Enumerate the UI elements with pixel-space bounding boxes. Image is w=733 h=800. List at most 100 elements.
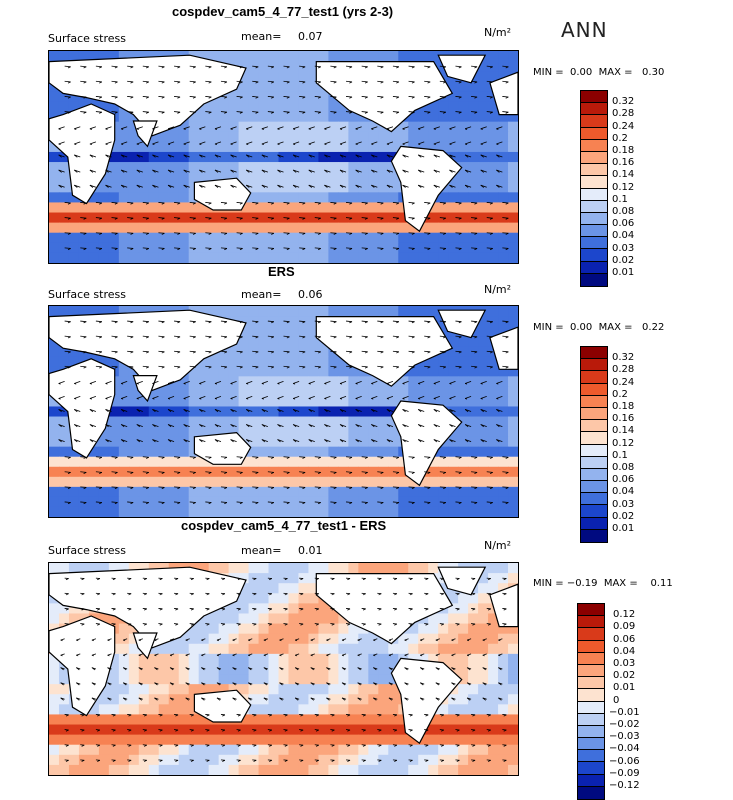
panel-1-mean-value: 0.07 (298, 30, 323, 43)
field-cell (508, 654, 518, 665)
field-cell (358, 477, 369, 488)
field-cell (448, 447, 459, 458)
field-cell (279, 172, 290, 183)
field-cell (508, 664, 518, 675)
field-cell (129, 654, 140, 665)
field-cell (498, 563, 509, 574)
field-cell (189, 406, 200, 417)
field-cell (129, 192, 140, 203)
field-cell (229, 477, 240, 488)
field-cell (259, 497, 270, 508)
field-cell (448, 233, 459, 244)
field-cell (298, 71, 309, 82)
field-cell (49, 437, 60, 448)
field-cell (378, 253, 389, 263)
field-cell (149, 192, 160, 203)
field-cell (149, 467, 160, 478)
field-cell (498, 634, 509, 645)
field-cell (328, 765, 339, 775)
field-cell (398, 755, 409, 766)
field-cell (318, 386, 329, 397)
field-cell (358, 704, 369, 715)
field-cell (279, 376, 290, 387)
field-cell (159, 704, 170, 715)
field-cell (488, 152, 499, 163)
field-cell (109, 704, 120, 715)
field-cell (229, 376, 240, 387)
field-cell (269, 142, 280, 153)
field-cell (418, 112, 429, 123)
field-cell (229, 563, 240, 574)
field-cell (498, 507, 509, 517)
field-cell (149, 243, 160, 254)
field-cell (298, 396, 309, 407)
field-cell (269, 613, 280, 624)
field-cell (209, 745, 220, 756)
field-cell (508, 714, 518, 725)
field-cell (438, 356, 449, 367)
field-cell (99, 755, 110, 766)
field-cell (338, 386, 349, 397)
field-cell (478, 81, 489, 92)
field-cell (79, 714, 90, 725)
field-cell (99, 765, 110, 775)
field-cell (239, 674, 250, 685)
field-cell (159, 396, 170, 407)
field-cell (288, 704, 299, 715)
field-cell (378, 694, 389, 705)
field-cell (368, 132, 379, 143)
field-cell (348, 654, 359, 665)
field-cell (219, 366, 230, 377)
field-cell (169, 447, 180, 458)
field-cell (338, 306, 349, 317)
field-cell (348, 507, 359, 517)
field-cell (408, 634, 419, 645)
field-cell (229, 765, 240, 775)
field-cell (109, 223, 120, 234)
field-cell (119, 142, 130, 153)
field-cell (318, 51, 329, 62)
field-cell (358, 765, 369, 775)
field-cell (288, 437, 299, 448)
field-cell (298, 162, 309, 173)
field-cell (468, 684, 479, 695)
field-cell (269, 417, 280, 428)
field-cell (378, 714, 389, 725)
field-cell (508, 694, 518, 705)
field-cell (408, 386, 419, 397)
field-cell (59, 356, 70, 367)
panel-2-mean-label: mean= (241, 288, 281, 301)
field-cell (239, 122, 250, 133)
field-cell (169, 704, 180, 715)
field-cell (179, 243, 190, 254)
field-cell (368, 51, 379, 62)
field-cell (69, 714, 80, 725)
field-cell (49, 497, 60, 508)
field-cell (358, 437, 369, 448)
field-cell (308, 674, 319, 685)
field-cell (478, 172, 489, 183)
field-cell (49, 507, 60, 517)
field-cell (179, 755, 190, 766)
field-cell (508, 467, 518, 478)
field-cell (119, 447, 130, 458)
field-cell (298, 172, 309, 183)
field-cell (279, 694, 290, 705)
field-cell (288, 346, 299, 357)
field-cell (488, 122, 499, 133)
field-cell (169, 714, 180, 725)
field-cell (239, 634, 250, 645)
field-cell (338, 122, 349, 133)
field-cell (338, 142, 349, 153)
colorbar-swatch (581, 274, 607, 286)
field-cell (328, 684, 339, 695)
field-cell (368, 437, 379, 448)
field-cell (269, 112, 280, 123)
field-cell (119, 507, 130, 517)
field-cell (99, 447, 110, 458)
colorbar-swatch (581, 213, 607, 225)
field-cell (358, 735, 369, 746)
field-cell (478, 507, 489, 517)
field-cell (418, 233, 429, 244)
field-cell (249, 366, 260, 377)
